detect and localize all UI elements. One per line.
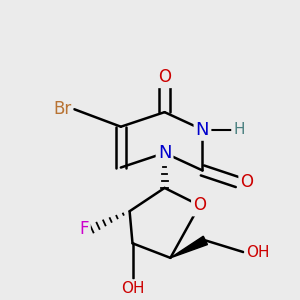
Text: Br: Br [53, 100, 71, 118]
Text: OH: OH [121, 281, 144, 296]
Text: O: O [158, 68, 171, 86]
Text: N: N [196, 121, 209, 139]
Text: OH: OH [246, 244, 270, 260]
Text: O: O [193, 196, 206, 214]
Text: N: N [158, 144, 171, 162]
Text: H: H [233, 122, 244, 137]
Polygon shape [170, 236, 208, 258]
Text: F: F [79, 220, 89, 238]
Text: O: O [240, 173, 254, 191]
